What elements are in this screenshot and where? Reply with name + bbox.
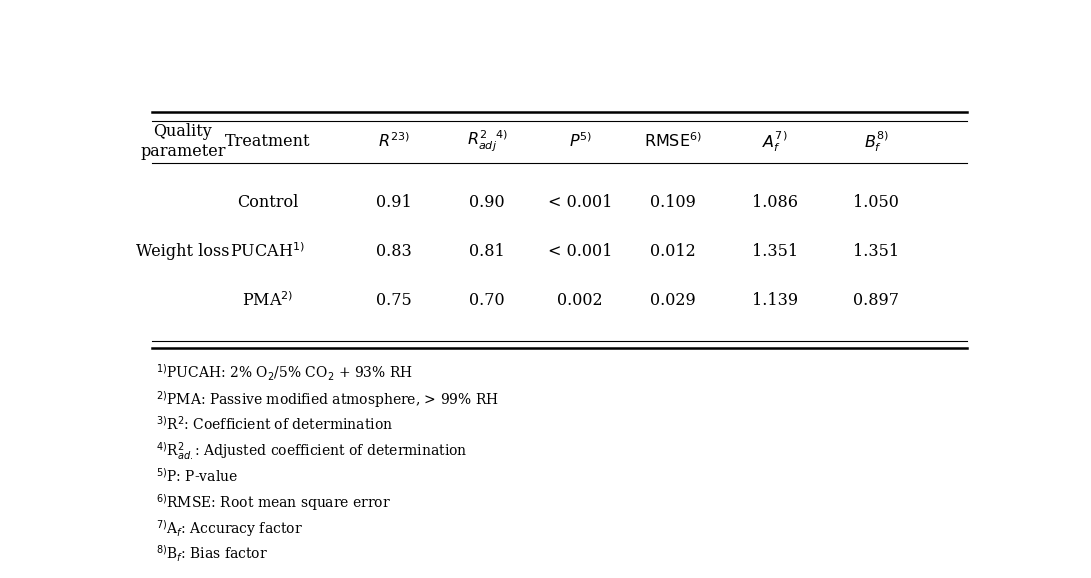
Text: $^{1)}$PUCAH: 2% O$_2$/5% CO$_2$ + 93% RH: $^{1)}$PUCAH: 2% O$_2$/5% CO$_2$ + 93% R… bbox=[156, 363, 412, 383]
Text: 0.91: 0.91 bbox=[376, 194, 412, 212]
Text: parameter: parameter bbox=[140, 143, 226, 160]
Text: $B_{f}^{8)}$: $B_{f}^{8)}$ bbox=[864, 129, 888, 154]
Text: $^{5)}$P: P-value: $^{5)}$P: P-value bbox=[156, 466, 238, 484]
Text: 1.050: 1.050 bbox=[853, 194, 899, 212]
Text: $R^{2}_{adj}{}^{4)}$: $R^{2}_{adj}{}^{4)}$ bbox=[467, 129, 508, 154]
Text: 0.81: 0.81 bbox=[469, 243, 505, 260]
Text: $A_{f}^{7)}$: $A_{f}^{7)}$ bbox=[762, 129, 788, 154]
Text: $^{7)}$A$_f$: Accuracy factor: $^{7)}$A$_f$: Accuracy factor bbox=[156, 518, 302, 539]
Text: $^{4)}$R$^2_{ad.}$: Adjusted coefficient of determination: $^{4)}$R$^2_{ad.}$: Adjusted coefficient… bbox=[156, 440, 467, 462]
Text: Weight loss: Weight loss bbox=[136, 243, 229, 260]
Text: $^{6)}$RMSE: Root mean square error: $^{6)}$RMSE: Root mean square error bbox=[156, 492, 391, 513]
Text: $^{2)}$PMA: Passive modified atmosphere, > 99% RH: $^{2)}$PMA: Passive modified atmosphere,… bbox=[156, 389, 499, 410]
Text: 1.351: 1.351 bbox=[853, 243, 899, 260]
Text: 0.75: 0.75 bbox=[376, 292, 412, 309]
Text: Quality: Quality bbox=[154, 123, 213, 140]
Text: 0.83: 0.83 bbox=[376, 243, 412, 260]
Text: $^{3)}$R$^2$: Coefficient of determination: $^{3)}$R$^2$: Coefficient of determinati… bbox=[156, 415, 393, 432]
Text: 0.70: 0.70 bbox=[469, 292, 505, 309]
Text: Control: Control bbox=[237, 194, 298, 212]
Text: $R^{23)}$: $R^{23)}$ bbox=[379, 132, 410, 151]
Text: $\mathrm{RMSE}^{6)}$: $\mathrm{RMSE}^{6)}$ bbox=[645, 132, 703, 151]
Text: 0.002: 0.002 bbox=[558, 292, 603, 309]
Text: $^{8)}$B$_f$: Bias factor: $^{8)}$B$_f$: Bias factor bbox=[156, 544, 267, 564]
Text: 0.897: 0.897 bbox=[853, 292, 899, 309]
Text: 1.086: 1.086 bbox=[752, 194, 798, 212]
Text: $P^{5)}$: $P^{5)}$ bbox=[568, 132, 592, 151]
Text: 1.139: 1.139 bbox=[752, 292, 798, 309]
Text: 0.109: 0.109 bbox=[650, 194, 696, 212]
Text: < 0.001: < 0.001 bbox=[548, 243, 612, 260]
Text: PMA$^{2)}$: PMA$^{2)}$ bbox=[242, 291, 293, 310]
Text: Treatment: Treatment bbox=[225, 133, 310, 150]
Text: 0.012: 0.012 bbox=[650, 243, 696, 260]
Text: PUCAH$^{1)}$: PUCAH$^{1)}$ bbox=[230, 243, 304, 261]
Text: 0.029: 0.029 bbox=[650, 292, 696, 309]
Text: < 0.001: < 0.001 bbox=[548, 194, 612, 212]
Text: 0.90: 0.90 bbox=[469, 194, 505, 212]
Text: 1.351: 1.351 bbox=[752, 243, 798, 260]
